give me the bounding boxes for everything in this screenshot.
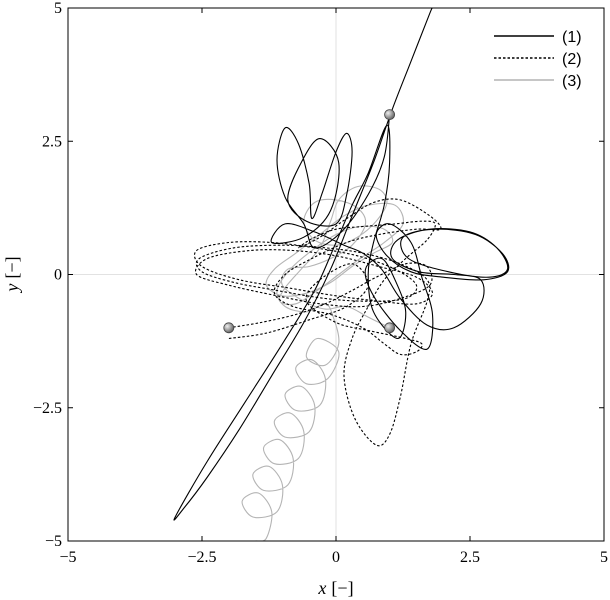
x-tick-label-3: 2.5 [460, 549, 480, 566]
legend: (1) (2) (3) [494, 29, 582, 90]
x-tick-label-0: −5 [59, 549, 76, 566]
y-tick-label-2: 0 [54, 267, 62, 284]
series-layer [173, 8, 510, 541]
x-axis-label: x [−] [317, 578, 353, 598]
y-axis-label: y [−] [2, 256, 22, 293]
x-tick-label-2: 0 [332, 549, 340, 566]
y-tick-label-4: 5 [54, 0, 62, 17]
x-tick-label-4: 5 [600, 549, 608, 566]
body-marker-1 [384, 109, 396, 120]
series-1-path [173, 8, 510, 521]
series-2-path [193, 198, 442, 447]
legend-label-3: (3) [562, 73, 582, 90]
zero-grid-lines [68, 8, 604, 541]
x-axis-unit: [−] [331, 578, 353, 598]
legend-label-1: (1) [562, 29, 582, 46]
y-axis-var: y [2, 284, 22, 294]
axis-ticks [67, 7, 605, 542]
y-tick-labels: −5 −2.5 0 2.5 5 [33, 0, 62, 550]
series-3-path [241, 185, 404, 541]
y-tick-label-1: −2.5 [33, 400, 62, 417]
body-marker-3 [384, 322, 396, 334]
body-marker-2 [223, 322, 235, 334]
y-tick-label-0: −5 [45, 533, 62, 550]
x-axis-var: x [317, 578, 326, 598]
y-tick-label-3: 2.5 [42, 133, 62, 150]
x-tick-label-1: −2.5 [187, 549, 216, 566]
legend-label-2: (2) [562, 51, 582, 68]
body-markers [223, 109, 396, 334]
x-tick-labels: −5 −2.5 0 2.5 5 [59, 549, 608, 566]
y-axis-unit: [−] [2, 256, 22, 278]
